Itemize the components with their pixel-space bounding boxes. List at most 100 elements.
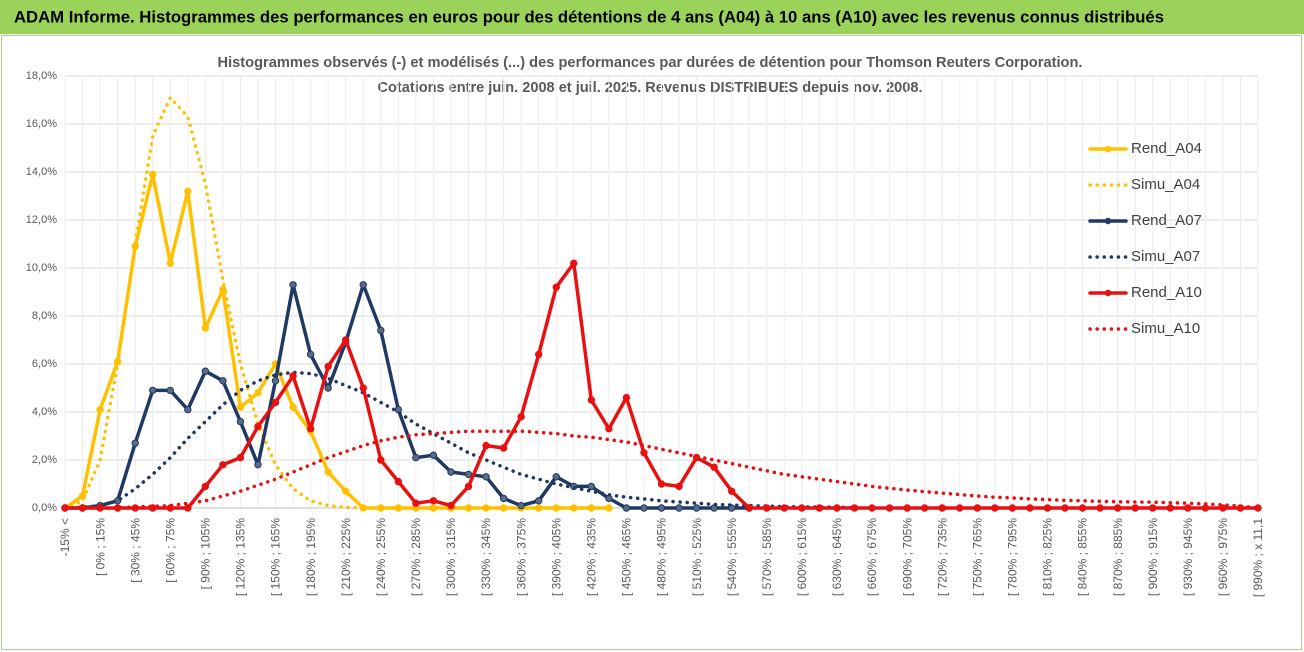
series-marker — [342, 336, 350, 344]
series-marker — [1078, 504, 1087, 512]
x-tick-label: [ 210% ; 225% — [339, 518, 353, 596]
series-marker — [517, 413, 525, 421]
series-marker — [1096, 504, 1104, 512]
series-marker — [236, 417, 245, 426]
series-marker — [429, 497, 438, 505]
series-marker — [166, 386, 174, 395]
series-marker — [271, 377, 280, 385]
series-marker — [359, 281, 367, 289]
legend-label: Rend_A10 — [1131, 284, 1202, 301]
series-marker — [447, 468, 455, 476]
series-marker — [184, 187, 192, 195]
x-tick-label: [ 720% ; 735% — [935, 518, 949, 596]
series-marker — [1184, 504, 1192, 512]
series-marker — [429, 451, 438, 459]
series-marker — [868, 504, 876, 512]
x-tick-label: [ 330% ; 345% — [479, 518, 493, 596]
series-marker — [640, 504, 648, 512]
series-marker — [1149, 504, 1157, 512]
series-marker — [780, 504, 789, 512]
x-tick-label: [ 690% ; 705% — [900, 518, 914, 596]
x-tick-label: [ 750% ; 765% — [970, 518, 984, 596]
series-marker — [798, 504, 806, 512]
x-tick-label: [ 510% ; 525% — [690, 518, 704, 596]
x-tick-label: [ 60% ; 75% — [163, 518, 177, 583]
chart-subtitle: Cotations entre juin. 2008 et juil. 2025… — [378, 79, 923, 96]
x-tick-label: [ 180% ; 195% — [304, 518, 318, 596]
series-marker — [552, 473, 560, 481]
series-marker — [587, 396, 596, 404]
x-tick-label: [ 150% ; 165% — [269, 518, 283, 596]
series-marker — [254, 389, 262, 397]
x-tick-label: -15% < — [58, 518, 72, 556]
series-marker — [920, 504, 929, 512]
x-tick-label: [ 540% ; 555% — [725, 518, 739, 596]
series-marker — [412, 499, 420, 507]
x-tick-label: [ 390% ; 405% — [549, 518, 563, 596]
series-marker — [517, 501, 525, 510]
series-marker — [1026, 504, 1034, 512]
series-marker — [745, 504, 753, 512]
series-marker — [605, 504, 613, 512]
x-tick-label: [ 630% ; 645% — [830, 518, 844, 596]
series-line — [63, 172, 611, 510]
series-marker — [342, 487, 350, 495]
series-marker — [149, 386, 157, 395]
series-marker — [622, 504, 631, 512]
series-marker — [675, 504, 683, 512]
series-marker — [1166, 504, 1174, 512]
y-tick-label: 8,0% — [32, 310, 57, 322]
series-marker — [377, 326, 385, 335]
y-tick-label: 10,0% — [26, 262, 57, 274]
series-marker — [184, 405, 192, 414]
chart-title: Histogrammes observés (-) et modélisés (… — [218, 54, 1083, 71]
series-marker — [482, 473, 490, 481]
series-marker — [552, 283, 560, 291]
legend-marker — [1104, 145, 1112, 153]
series-marker — [675, 482, 683, 491]
x-tick-label: [ 600% ; 615% — [795, 518, 809, 596]
series-line — [63, 95, 611, 510]
x-tick-label: [ 360% ; 375% — [514, 518, 528, 596]
legend-label: Simu_A04 — [1131, 176, 1200, 193]
y-tick-label: 18,0% — [26, 70, 57, 82]
series-marker — [1061, 504, 1069, 512]
series-marker — [166, 259, 174, 267]
x-tick-label: [ 990% ; x 11,1 — [1251, 518, 1265, 597]
series-marker — [1131, 504, 1139, 512]
series-marker — [1043, 504, 1052, 512]
legend-label: Rend_A04 — [1131, 140, 1202, 157]
y-tick-label: 16,0% — [26, 118, 57, 130]
x-tick-label: [ 570% ; 585% — [760, 518, 774, 596]
x-tick-label: [ 450% ; 465% — [620, 518, 634, 596]
series-line — [63, 370, 857, 510]
x-tick-label: [ 420% ; 435% — [584, 518, 598, 596]
x-tick-label: [ 660% ; 675% — [865, 518, 879, 596]
series-marker — [903, 504, 911, 512]
series-marker — [587, 482, 596, 491]
series-marker — [991, 504, 999, 512]
series-marker — [96, 405, 104, 414]
series-marker — [394, 477, 403, 486]
series-marker — [254, 422, 262, 431]
x-tick-label: [ 780% ; 795% — [1006, 518, 1020, 596]
series-marker — [727, 487, 736, 495]
series-marker — [131, 439, 139, 447]
series-marker — [236, 453, 245, 462]
series-marker — [640, 449, 648, 457]
series-marker — [1201, 504, 1210, 512]
x-tick-label: [ 120% ; 135% — [234, 518, 248, 596]
series-marker — [815, 504, 824, 512]
series-marker — [692, 504, 701, 512]
legend-label: Simu_A07 — [1131, 248, 1200, 265]
series-marker — [657, 480, 666, 488]
x-tick-label: [ 30% ; 45% — [128, 518, 142, 583]
series-marker — [710, 463, 718, 471]
series-marker — [149, 170, 157, 179]
series-marker — [289, 281, 297, 289]
series-marker — [289, 372, 297, 380]
series-marker — [885, 504, 894, 512]
series-marker — [447, 501, 455, 510]
series-marker — [534, 497, 543, 505]
x-tick-label: [ 930% ; 945% — [1181, 518, 1195, 596]
